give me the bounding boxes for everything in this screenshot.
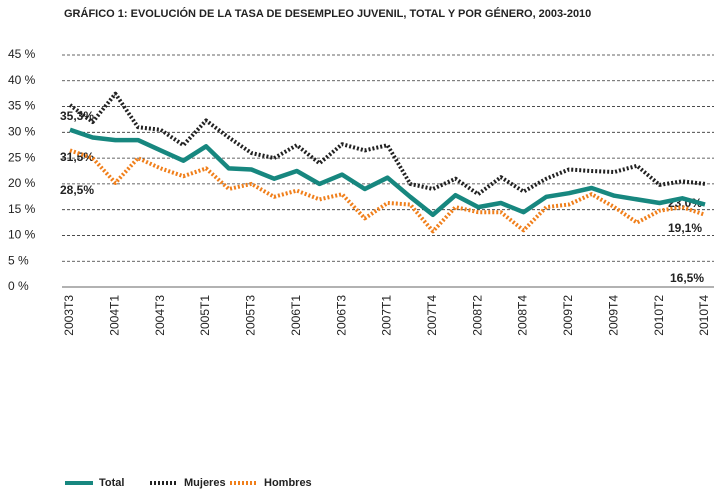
- x-tick-label: 2006T3: [334, 295, 348, 336]
- x-tick-label: 2008T4: [516, 295, 530, 336]
- legend-label: Mujeres: [184, 477, 226, 489]
- x-tick-label: 2007T4: [425, 295, 439, 336]
- x-tick-label: 2006T1: [289, 295, 303, 336]
- annotation: 35,3%: [60, 109, 94, 123]
- x-tick-label: 2010T4: [697, 295, 711, 336]
- annotation: 28,5%: [60, 183, 94, 197]
- x-tick-label: 2010T2: [652, 295, 666, 336]
- x-tick-label: 2004T3: [153, 295, 167, 336]
- annotation: 19,1%: [668, 221, 702, 235]
- y-tick-label: 10 %: [8, 228, 36, 242]
- x-tick-label: 2009T2: [561, 295, 575, 336]
- annotation: 16,5%: [670, 271, 704, 285]
- x-tick-label: 2005T1: [198, 295, 212, 336]
- chart-title: GRÁFICO 1: EVOLUCIÓN DE LA TASA DE DESEM…: [64, 7, 591, 20]
- x-tick-label: 2005T3: [244, 295, 258, 336]
- legend-label: Hombres: [264, 477, 312, 489]
- y-tick-label: 20 %: [8, 176, 36, 190]
- y-tick-label: 5 %: [8, 253, 29, 267]
- annotation: 31,5%: [60, 150, 94, 164]
- y-tick-label: 15 %: [8, 202, 36, 216]
- x-tick-label: 2008T2: [470, 295, 484, 336]
- x-tick-label: 2004T1: [108, 295, 122, 336]
- y-tick-label: 30 %: [8, 125, 36, 139]
- y-tick-label: 25 %: [8, 150, 36, 164]
- y-tick-label: 45 %: [8, 47, 36, 61]
- series-line: [69, 148, 706, 234]
- y-tick-label: 35 %: [8, 99, 36, 113]
- series-line: [69, 127, 706, 218]
- legend-label: Total: [99, 477, 124, 489]
- y-tick-label: 0 %: [8, 279, 29, 293]
- x-tick-label: 2003T3: [62, 295, 76, 336]
- x-tick-label: 2007T1: [380, 295, 394, 336]
- x-tick-label: 2009T4: [606, 295, 620, 336]
- y-tick-label: 40 %: [8, 73, 36, 87]
